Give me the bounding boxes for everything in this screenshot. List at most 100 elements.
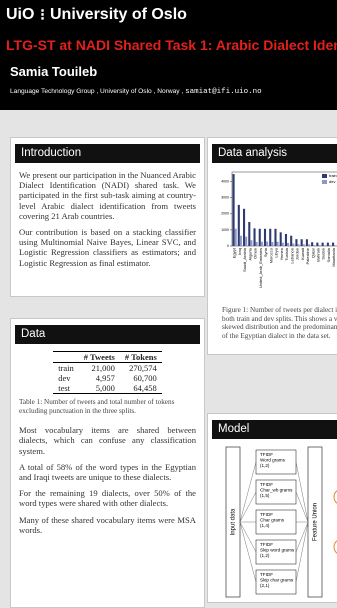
table-row: dev 4,957 60,700 [53, 373, 162, 383]
paragraph: For the remaining 19 dialects, over 50% … [19, 488, 196, 509]
table-cell: dev [58, 373, 71, 383]
table-cell: test [58, 383, 71, 393]
data-analysis-panel: Data analysis 0 1000 2000 3000 4000 Egypt Iraq… [207, 137, 337, 355]
x-tick-label: Qatar [310, 247, 315, 258]
x-tick-label: Oman [253, 248, 258, 259]
arrow [239, 461, 257, 523]
introduction-panel: Introduction We present our participatio… [10, 137, 205, 297]
bar [276, 241, 279, 246]
y-tick-label: 2000 [221, 212, 229, 216]
x-tick-label: Iraq [237, 248, 242, 255]
logo: UiO [6, 6, 35, 23]
section-heading: Introduction [15, 144, 200, 163]
tfidf-box [255, 539, 297, 565]
bar [255, 241, 258, 246]
author: Samia Touileb [10, 64, 98, 79]
bar [245, 236, 248, 246]
y-tick-label: 1000 [221, 228, 229, 232]
bar [321, 242, 324, 246]
x-tick-label: Saudi_Arabia [242, 247, 247, 272]
bar [311, 242, 314, 246]
figure-caption: Figure 1: Number of tweets per dialect i… [222, 306, 337, 340]
bar [266, 241, 269, 246]
table-cell: 5,000 [95, 383, 115, 393]
y-tick-label: 4000 [221, 180, 229, 184]
node-label: TFIDF Skip word grams (1,2) [260, 542, 295, 558]
poster-title: LTG-ST at NADI Shared Task 1: Arabic Dia… [6, 37, 337, 53]
tfidf-box [255, 509, 297, 535]
section-heading: Data analysis [212, 144, 337, 163]
bar [250, 240, 253, 246]
header-cell: # Tokens [119, 351, 162, 363]
x-tick-label: Tunisia [284, 247, 289, 261]
bar [328, 245, 331, 246]
model-panel: Model Input data Feature Union TFIDF Word… [207, 413, 337, 603]
section-heading: Model [212, 420, 337, 439]
bar-chart: 0 1000 2000 3000 4000 Egypt Iraq Saudi_Arabia Al… [221, 171, 337, 288]
x-tick-label: Palestine [305, 247, 310, 264]
x-tick-label: Kuwait [300, 247, 305, 260]
x-tick-label: Libya [274, 247, 279, 257]
email: samiat@ifi.uio.no [185, 88, 262, 96]
bar [323, 245, 326, 246]
x-tick-label: Bahrain [315, 248, 320, 262]
bar [297, 244, 300, 246]
arrow [295, 461, 309, 523]
bar [305, 239, 308, 246]
arrow [239, 491, 257, 523]
x-tick-label: Lebanon [289, 248, 294, 264]
bar [271, 241, 274, 246]
arrow [295, 491, 309, 523]
table-row: train 21,000 270,574 [53, 363, 162, 374]
bar [248, 222, 251, 246]
legend-label: train [329, 173, 337, 178]
arrow [295, 521, 309, 553]
header-cell [53, 351, 79, 363]
model-diagram: Input data Feature Union TFIDF Word grams… [225, 446, 337, 598]
table-cell: train [58, 363, 74, 373]
legend-swatch [322, 174, 327, 178]
paragraph: We present our participation in the Nuan… [19, 170, 196, 221]
arrow [239, 521, 257, 583]
table-header: # Tweets # Tokens [53, 351, 162, 363]
x-tick-label: Somalia [326, 247, 331, 262]
node-label: TFIDF Char_wb grams (1,5) [260, 482, 293, 498]
x-tick-label: Egypt [232, 247, 237, 258]
bar [316, 242, 319, 246]
bar [279, 232, 282, 246]
bar [334, 245, 337, 246]
table-row: test 5,000 64,458 [53, 383, 162, 394]
data-table: # Tweets # Tokens train 21,000 270,574 dev 4… [53, 351, 162, 394]
bar [295, 239, 298, 246]
table-cell: 21,000 [91, 363, 115, 373]
arrow [295, 521, 309, 583]
arrow [239, 521, 257, 553]
legend-swatch [322, 180, 327, 184]
plot-frame [231, 171, 337, 247]
university: University of Oslo [50, 6, 187, 23]
paragraph: Many of these shared vocabulary items we… [19, 514, 196, 535]
bar [292, 243, 295, 246]
x-tick-label: Jordan [295, 248, 300, 260]
bar [313, 245, 316, 246]
node-label: Feature Union [313, 503, 319, 541]
bar [269, 228, 272, 246]
y-tick-label: 3000 [221, 196, 229, 200]
x-tick-label: Mauritania [331, 247, 336, 266]
bar [234, 228, 237, 246]
node-label: Input data [231, 508, 237, 535]
bar [302, 244, 305, 246]
paragraph: Our contribution is based on a stacking … [19, 227, 196, 268]
table-cell: 4,957 [95, 373, 115, 383]
bar [258, 228, 261, 246]
data-panel: Data # Tweets # Tokens train 21,000 270,57… [10, 318, 205, 608]
tfidf-box [255, 449, 297, 475]
bar [274, 228, 277, 246]
paragraph: A total of 58% of the word types in the … [19, 461, 196, 482]
bar [281, 242, 284, 246]
bar [318, 245, 321, 246]
header-cell: # Tweets [78, 351, 120, 363]
bar [326, 242, 329, 246]
bar [237, 204, 240, 246]
